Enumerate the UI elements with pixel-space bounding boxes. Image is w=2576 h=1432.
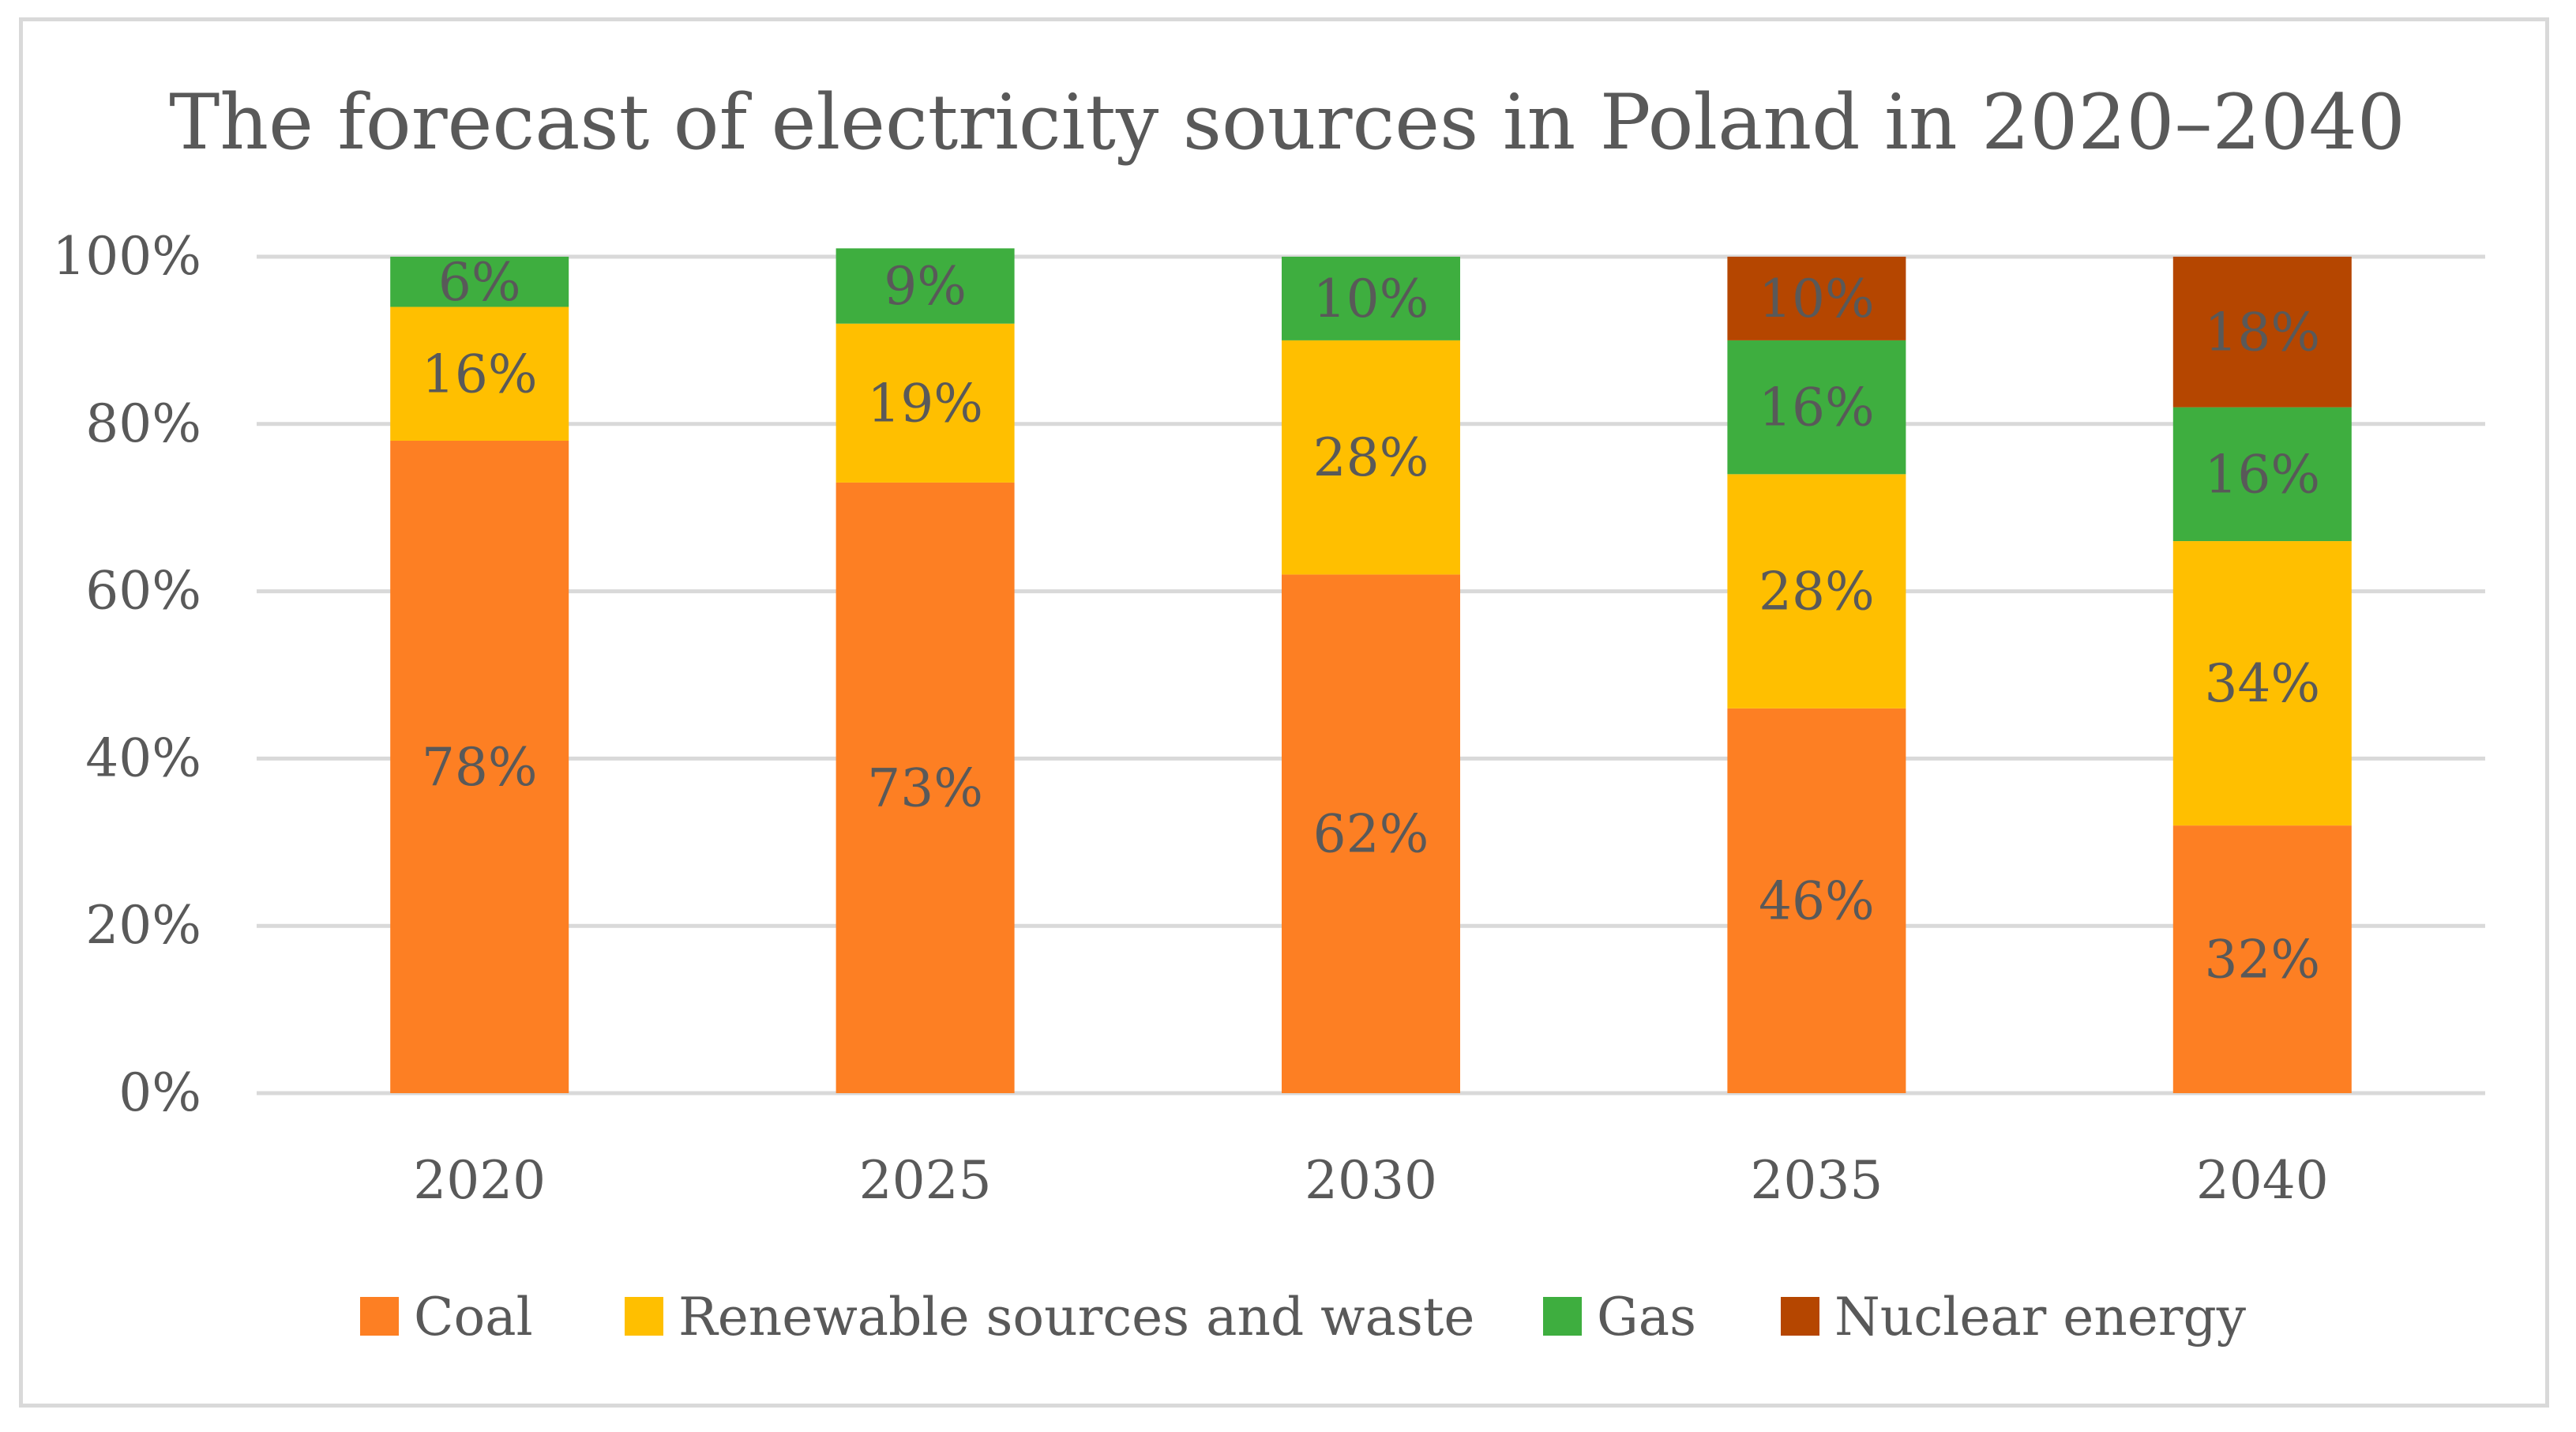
bar-renewable-sources-and-waste-2030 (1282, 340, 1460, 575)
bar-coal-2040 (2172, 825, 2352, 1093)
data-label: 28% (1313, 427, 1429, 488)
data-label: 18% (2204, 302, 2320, 363)
bar-gas-2035 (1727, 340, 1906, 475)
bar-renewable-sources-and-waste-2035 (1727, 474, 1906, 708)
data-label: 10% (1313, 269, 1429, 329)
legend-swatch-coal (360, 1297, 399, 1336)
data-label: 46% (1759, 870, 1875, 931)
bar-coal-2025 (836, 482, 1015, 1093)
data-label: 28% (1759, 562, 1875, 622)
data-label: 19% (867, 373, 983, 434)
chart-title: The forecast of electricity sources in P… (169, 78, 2405, 167)
data-label: 16% (1759, 378, 1875, 438)
legend-label: Nuclear energy (1834, 1287, 2247, 1347)
bar-nuclear-energy-2035 (1727, 257, 1906, 340)
x-tick-label: 2025 (859, 1150, 992, 1211)
bar-coal-2020 (390, 440, 569, 1093)
y-tick-label: 20% (85, 895, 201, 956)
legend-label: Coal (414, 1287, 533, 1347)
bar-renewable-sources-and-waste-2020 (390, 306, 569, 441)
legend-swatch-gas (1543, 1297, 1582, 1336)
data-label: 34% (2204, 653, 2320, 714)
data-label: 32% (2204, 930, 2320, 990)
bar-gas-2040 (2172, 407, 2352, 542)
bar-coal-2030 (1282, 574, 1460, 1093)
y-tick-label: 40% (85, 727, 201, 788)
bar-gas-2030 (1282, 257, 1460, 340)
legend-swatch-renewable-sources-and-waste (625, 1297, 663, 1336)
legend: Coal Renewable sources and waste Gas Nuclea… (360, 1287, 2247, 1347)
bar-renewable-sources-and-waste-2025 (836, 323, 1015, 483)
data-label: 16% (422, 344, 538, 404)
data-label: 78% (422, 737, 538, 798)
bar-gas-2025 (836, 248, 1015, 324)
x-tick-label: 2040 (2196, 1150, 2329, 1211)
data-label: 10% (1759, 269, 1875, 329)
data-label: 9% (884, 256, 967, 317)
x-tick-label: 2035 (1750, 1150, 1883, 1211)
y-axis-ticks: 0% 20% 40% 60% 80% 100% (52, 226, 201, 1123)
x-tick-label: 2030 (1305, 1150, 1437, 1211)
y-tick-label: 0% (118, 1062, 201, 1123)
legend-label: Gas (1597, 1287, 1696, 1347)
data-labels: 78% 16% 6% 73% 19% 9% 62% 28% 10% 46% 28% 16% 10% 32%… (422, 252, 2320, 990)
data-label: 16% (2204, 444, 2320, 505)
bar-nuclear-energy-2040 (2172, 257, 2352, 408)
bars (390, 248, 2352, 1093)
bar-coal-2035 (1727, 708, 1906, 1093)
data-label: 6% (438, 252, 521, 313)
data-label: 62% (1313, 804, 1429, 865)
legend-swatch-nuclear-energy (1781, 1297, 1819, 1336)
y-tick-label: 80% (85, 393, 201, 454)
y-tick-label: 60% (85, 561, 201, 622)
data-label: 73% (867, 757, 983, 818)
bar-renewable-sources-and-waste-2040 (2172, 541, 2352, 826)
bar-gas-2020 (390, 257, 569, 307)
x-axis-ticks: 2020 2025 2030 2035 2040 (413, 1150, 2329, 1211)
legend-label: Renewable sources and waste (678, 1287, 1474, 1347)
x-tick-label: 2020 (413, 1150, 546, 1211)
y-tick-label: 100% (52, 226, 201, 287)
